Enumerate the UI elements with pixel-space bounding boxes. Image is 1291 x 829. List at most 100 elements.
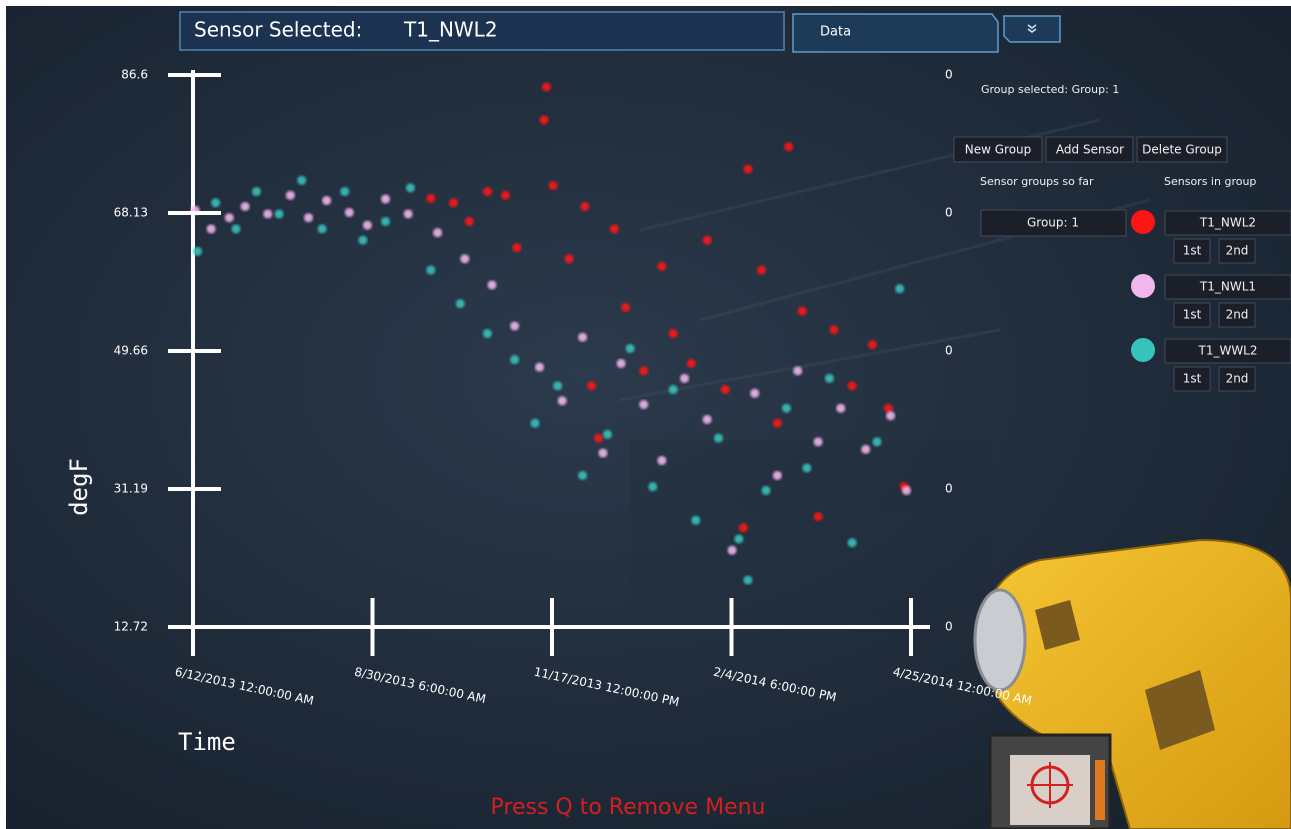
data-point (456, 299, 465, 308)
data-point (610, 224, 619, 233)
footer-hint: Press Q to Remove Menu (491, 795, 766, 820)
data-point (433, 228, 442, 237)
data-point (687, 359, 696, 368)
data-point (762, 486, 771, 495)
data-point (512, 243, 521, 252)
data-point (594, 434, 603, 443)
data-point (802, 464, 811, 473)
data-point (617, 359, 626, 368)
data-point (558, 396, 567, 405)
legend-swatch (1131, 274, 1155, 298)
data-point (252, 187, 261, 196)
data-point (449, 198, 458, 207)
data-point (426, 194, 435, 203)
data-point (784, 142, 793, 151)
y-axis-title: degF (65, 458, 93, 516)
data-point (603, 430, 612, 439)
data-point (902, 486, 911, 495)
order-button-label: 2nd (1226, 244, 1249, 258)
data-point (798, 307, 807, 316)
data-point (578, 333, 587, 342)
data-point (703, 415, 712, 424)
legend-label: T1_NWL2 (1199, 216, 1256, 230)
order-button-label: 1st (1183, 244, 1202, 258)
data-point (322, 196, 331, 205)
data-point (734, 534, 743, 543)
data-point (426, 266, 435, 275)
sensor-label: Sensor Selected: (194, 18, 362, 42)
data-point (340, 187, 349, 196)
data-point (535, 363, 544, 372)
data-point (587, 381, 596, 390)
data-point (540, 115, 549, 124)
data-point (773, 419, 782, 428)
data-point (621, 303, 630, 312)
data-point (263, 209, 272, 218)
data-point (318, 224, 327, 233)
legend-label: T1_NWL1 (1199, 280, 1256, 294)
data-point (886, 411, 895, 420)
data-point (703, 236, 712, 245)
data-point (750, 389, 759, 398)
data-point (207, 224, 216, 233)
data-point (275, 209, 284, 218)
data-point (721, 385, 730, 394)
data-point (639, 366, 648, 375)
y2-tick-label: 0 (945, 68, 953, 82)
x-axis-title: Time (178, 728, 236, 756)
data-point (626, 344, 635, 353)
data-point (861, 445, 870, 454)
y2-tick-label: 0 (945, 206, 953, 220)
data-point (793, 366, 802, 375)
data-point (825, 374, 834, 383)
data-point (829, 325, 838, 334)
data-point (580, 202, 589, 211)
data-point (363, 221, 372, 230)
data-point (465, 217, 474, 226)
data-point (648, 482, 657, 491)
data-point (598, 449, 607, 458)
data-point (304, 213, 313, 222)
data-point (549, 181, 558, 190)
data-point (739, 523, 748, 532)
y-tick-label: 31.19 (114, 482, 148, 496)
sensors-heading: Sensors in group (1164, 175, 1256, 188)
data-point (743, 576, 752, 585)
data-point (578, 471, 587, 480)
data-point (211, 198, 220, 207)
data-point (782, 404, 791, 413)
data-point (510, 322, 519, 331)
data-point (669, 385, 678, 394)
data-point (873, 437, 882, 446)
data-point (680, 374, 689, 383)
y2-tick-label: 0 (945, 344, 953, 358)
data-tab-label: Data (820, 25, 851, 40)
page: { "header": {"label": "Sensor Selected:"… (0, 0, 1291, 829)
data-point (406, 183, 415, 192)
tool-gun (975, 540, 1291, 829)
order-button-label: 1st (1183, 372, 1202, 386)
data-point (225, 213, 234, 222)
data-point (814, 512, 823, 521)
data-point (531, 419, 540, 428)
data-point (404, 209, 413, 218)
data-point (501, 191, 510, 200)
data-point (669, 329, 678, 338)
data-point (286, 191, 295, 200)
data-point (848, 538, 857, 547)
y-tick-label: 12.72 (114, 620, 148, 634)
data-point (510, 355, 519, 364)
data-point (193, 247, 202, 256)
expand-button[interactable] (1004, 16, 1060, 42)
data-point (241, 202, 250, 211)
legend-swatch (1131, 210, 1155, 234)
data-point (553, 381, 562, 390)
button-label: New Group (965, 143, 1032, 157)
button-label: Delete Group (1142, 143, 1222, 157)
data-point (743, 165, 752, 174)
data-point (564, 254, 573, 263)
sensor-value: T1_NWL2 (403, 18, 498, 42)
data-point (358, 236, 367, 245)
data-point (297, 176, 306, 185)
group-label: Group: 1 (1027, 216, 1079, 230)
